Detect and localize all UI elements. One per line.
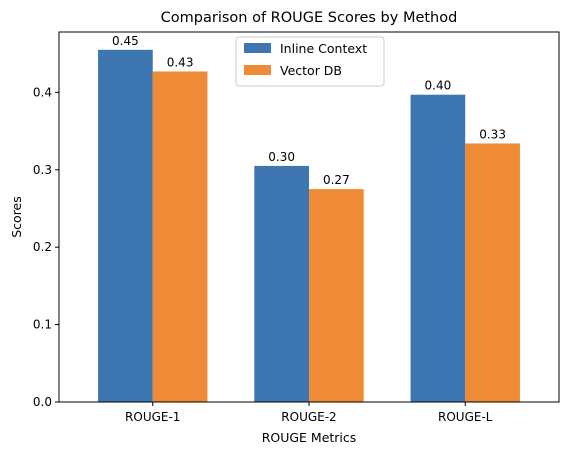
bars-group <box>98 49 520 403</box>
chart-title: Comparison of ROUGE Scores by Method <box>161 10 458 26</box>
bar-label-vector-db-rouge-1: 0.43 <box>167 55 194 69</box>
bar-vector-db-rouge-1 <box>152 71 208 402</box>
bar-inline-context-rouge-2 <box>254 165 309 402</box>
bar-vector-db-rouge-2 <box>309 189 364 402</box>
bar-inline-context-rouge-l <box>410 94 466 403</box>
x-tick-label-rouge-2: ROUGE-2 <box>281 410 336 424</box>
legend-swatch-vector-db <box>244 65 271 75</box>
bar-label-vector-db-rouge-2: 0.27 <box>323 173 350 187</box>
bar-inline-context-rouge-1 <box>98 49 153 403</box>
legend: Inline Context Vector DB <box>235 36 385 87</box>
y-axis-ticks: 0.0 0.1 0.2 0.3 0.4 <box>33 85 59 409</box>
x-axis-label: ROUGE Metrics <box>262 430 357 445</box>
y-axis-label: Scores <box>9 196 24 238</box>
x-tick-label-rouge-1: ROUGE-1 <box>125 410 180 424</box>
legend-swatch-inline-context <box>244 43 271 53</box>
legend-box <box>235 36 385 87</box>
y-tick-label: 0.1 <box>33 318 52 332</box>
bar-labels-group: 0.45 0.30 0.40 0.43 0.27 0.33 <box>112 34 506 187</box>
legend-label-inline-context: Inline Context <box>280 41 367 56</box>
bar-label-inline-context-rouge-l: 0.40 <box>425 79 452 93</box>
bar-label-vector-db-rouge-l: 0.33 <box>479 127 506 141</box>
bar-label-inline-context-rouge-1: 0.45 <box>112 34 139 48</box>
y-tick-label: 0.4 <box>33 85 52 99</box>
y-tick-label: 0.3 <box>33 163 52 177</box>
bar-vector-db-rouge-l <box>465 143 520 403</box>
y-tick-label: 0.0 <box>33 395 52 409</box>
legend-label-vector-db: Vector DB <box>280 63 342 78</box>
x-tick-label-rouge-l: ROUGE-L <box>438 410 493 424</box>
bar-label-inline-context-rouge-2: 0.30 <box>268 150 295 164</box>
y-tick-label: 0.2 <box>33 240 52 254</box>
x-axis-ticks: ROUGE-1 ROUGE-2 ROUGE-L <box>125 402 493 424</box>
